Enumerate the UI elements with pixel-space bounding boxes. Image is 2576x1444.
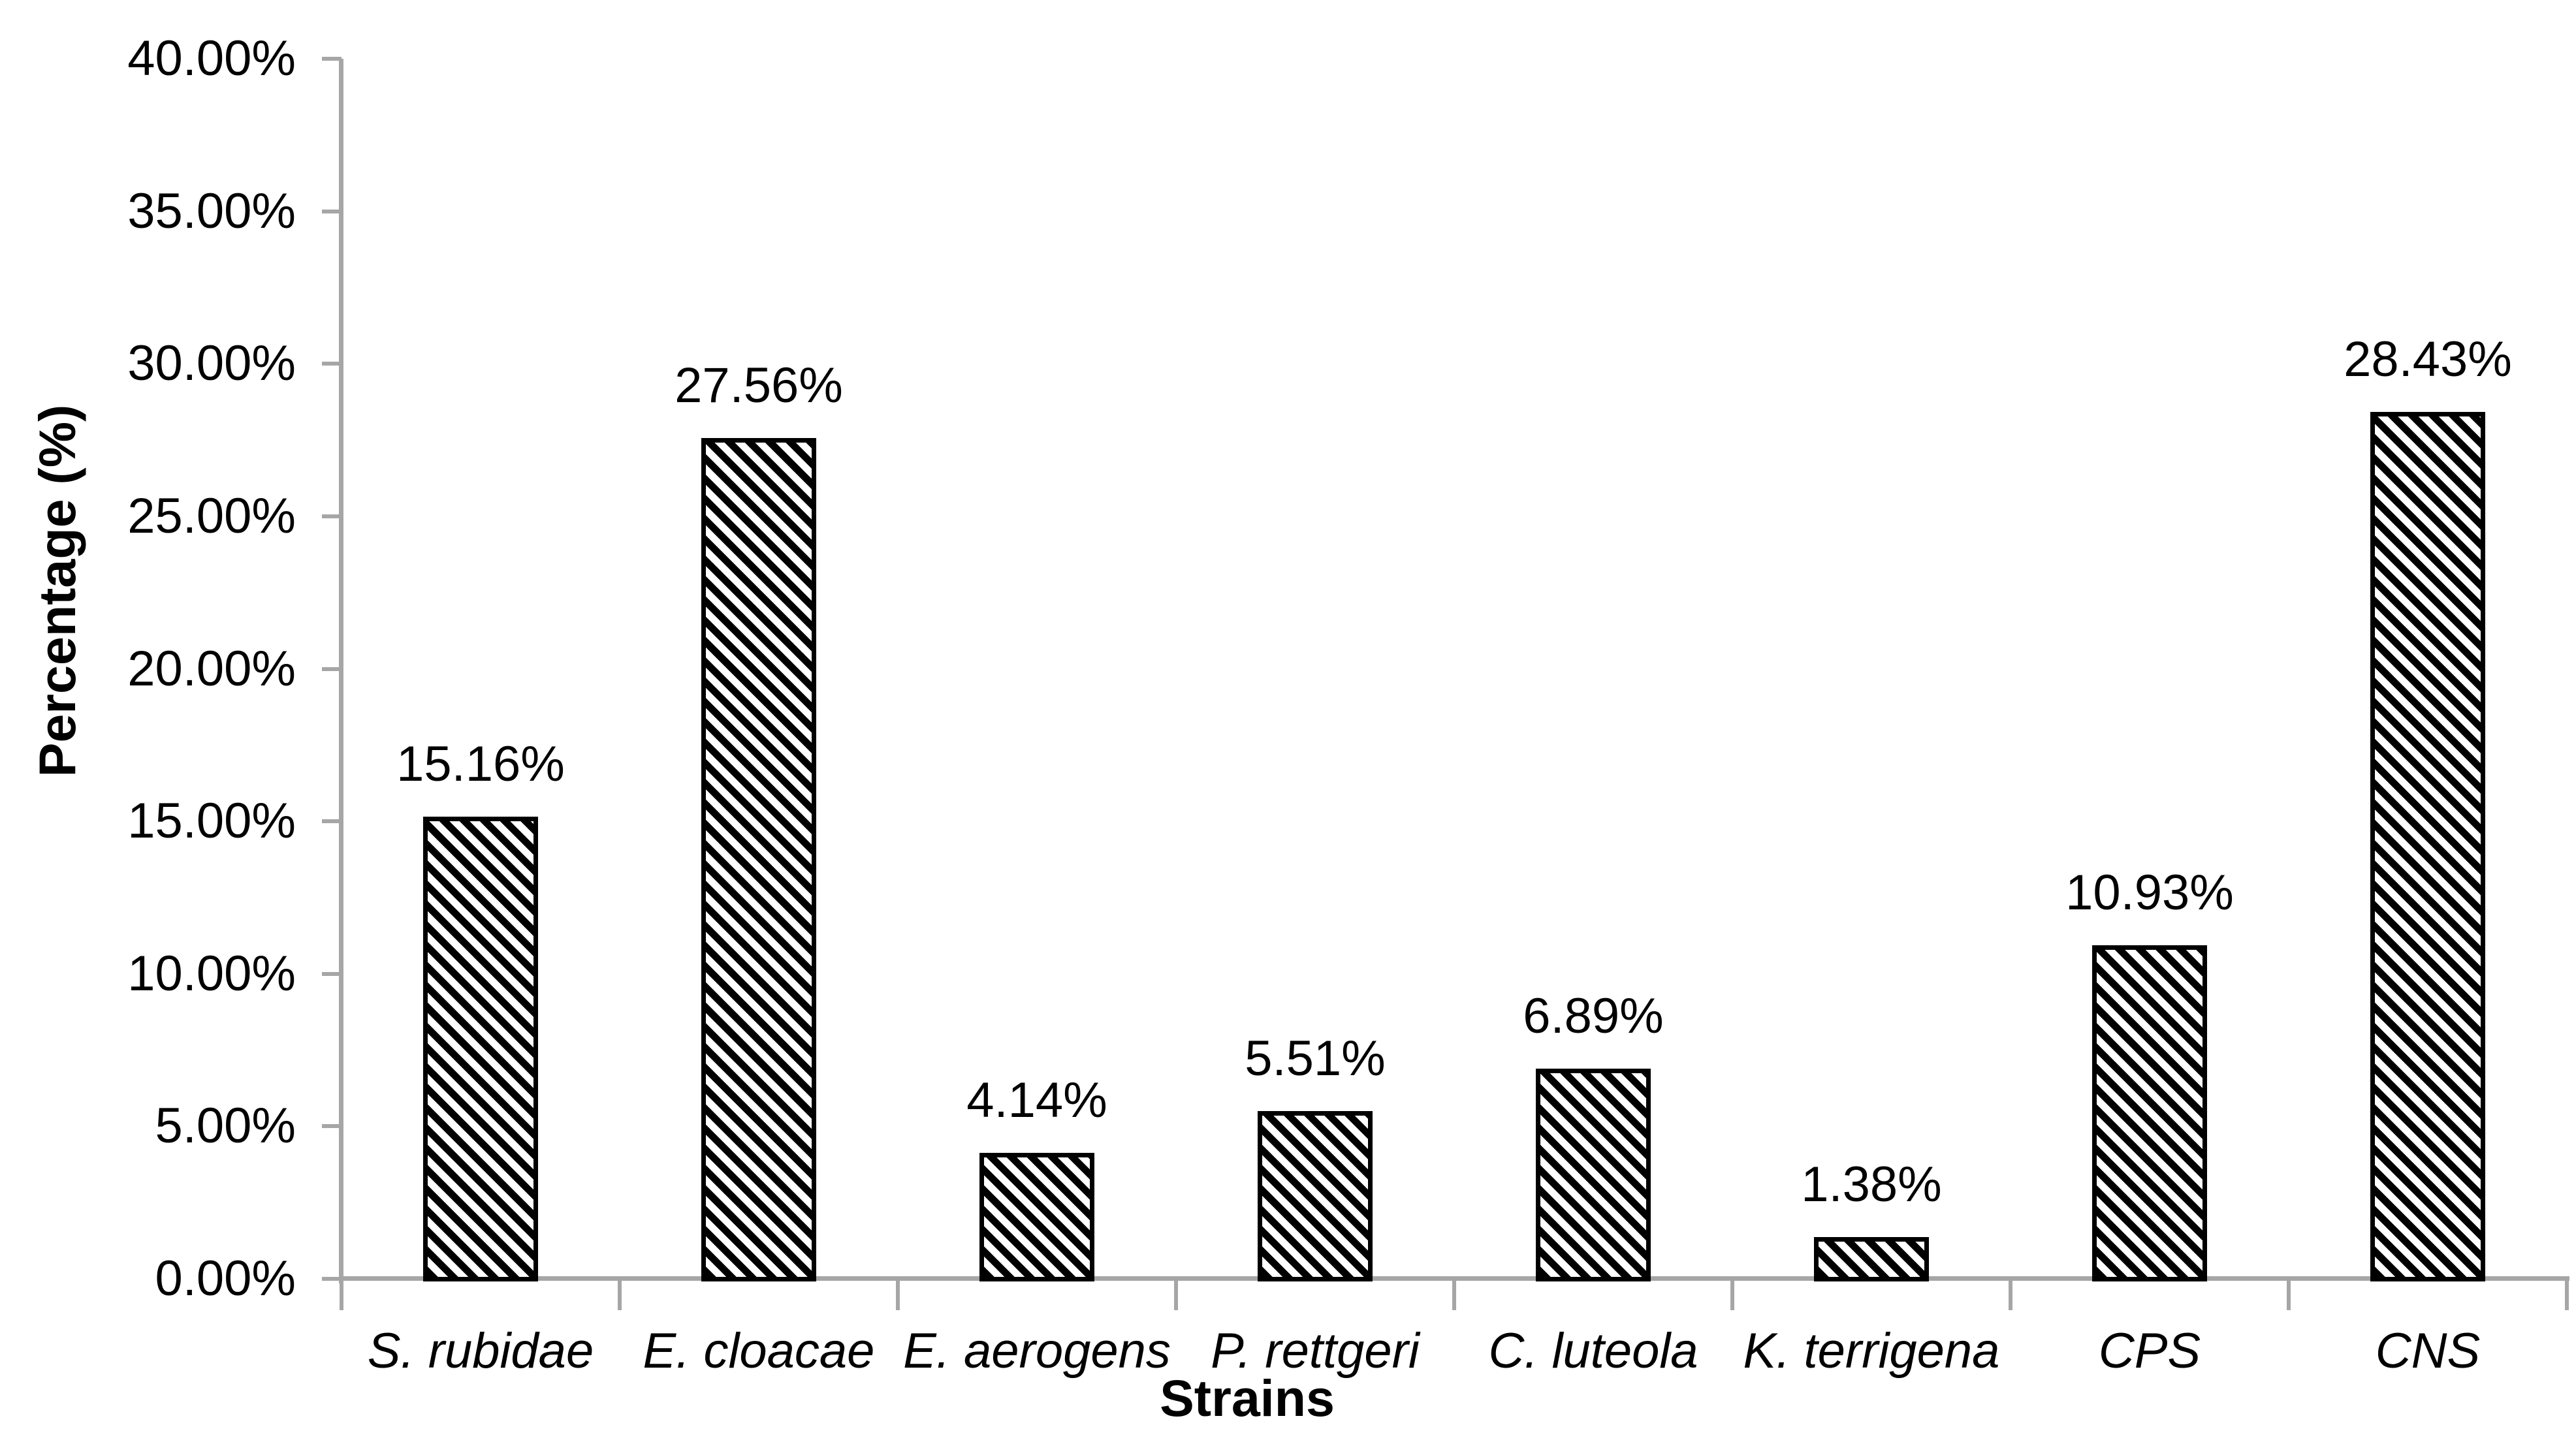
bar-value-label: 15.16% xyxy=(396,736,565,792)
y-axis-tick xyxy=(322,667,342,671)
x-axis-title: Strains xyxy=(1160,1369,1335,1427)
y-axis-tick xyxy=(322,972,342,976)
y-axis-tick-label: 20.00% xyxy=(127,641,296,697)
y-axis-tick xyxy=(322,1124,342,1128)
bar xyxy=(1536,1069,1651,1281)
x-axis-tick xyxy=(2565,1279,2569,1310)
y-axis-tick xyxy=(322,514,342,518)
x-axis-tick xyxy=(618,1279,622,1310)
y-axis-tick xyxy=(322,819,342,823)
y-axis-tick-label: 35.00% xyxy=(127,183,296,239)
bar xyxy=(2370,412,2485,1281)
y-axis-tick-label: 25.00% xyxy=(127,488,296,544)
x-axis-tick xyxy=(1174,1279,1178,1310)
category-label: CPS xyxy=(2098,1323,2201,1379)
x-axis-tick xyxy=(1452,1279,1456,1310)
y-axis-tick-label: 5.00% xyxy=(155,1098,296,1154)
bar xyxy=(2092,945,2207,1281)
bar xyxy=(1814,1237,1929,1281)
x-axis-tick xyxy=(2009,1279,2012,1310)
y-axis-tick-label: 30.00% xyxy=(127,336,296,391)
bar-value-label: 4.14% xyxy=(966,1073,1107,1128)
y-axis-tick-label: 40.00% xyxy=(127,31,296,86)
bar-value-label: 10.93% xyxy=(2065,865,2234,920)
bar-value-label: 6.89% xyxy=(1523,988,1664,1044)
y-axis-tick xyxy=(322,57,342,61)
bar xyxy=(1258,1111,1373,1281)
category-label: C. luteola xyxy=(1488,1323,1698,1379)
bar xyxy=(423,817,538,1281)
category-label: E. aerogens xyxy=(903,1323,1171,1379)
category-label: P. rettgeri xyxy=(1211,1323,1420,1379)
bar-value-label: 1.38% xyxy=(1801,1157,1942,1212)
y-axis-line xyxy=(339,59,343,1283)
bar xyxy=(979,1153,1094,1281)
y-axis-tick-label: 10.00% xyxy=(127,946,296,1001)
x-axis-tick xyxy=(340,1279,343,1310)
category-label: K. terrigena xyxy=(1743,1323,2000,1379)
x-axis-tick xyxy=(2287,1279,2291,1310)
y-axis-tick-label: 0.00% xyxy=(155,1251,296,1306)
y-axis-tick xyxy=(322,362,342,366)
bar-value-label: 5.51% xyxy=(1245,1031,1386,1086)
category-label: E. cloacae xyxy=(643,1323,875,1379)
y-axis-tick xyxy=(322,1277,342,1281)
x-axis-tick xyxy=(896,1279,900,1310)
x-axis-line xyxy=(339,1276,2569,1281)
x-axis-tick xyxy=(1730,1279,1734,1310)
bar-value-label: 27.56% xyxy=(675,358,843,413)
y-axis-tick xyxy=(322,210,342,213)
y-axis-title: Percentage (%) xyxy=(28,404,86,777)
bar xyxy=(701,438,816,1281)
bar-value-label: 28.43% xyxy=(2344,332,2512,387)
category-label: CNS xyxy=(2375,1323,2481,1379)
y-axis-tick-label: 15.00% xyxy=(127,793,296,849)
plot-area xyxy=(342,59,2567,1279)
category-label: S. rubidae xyxy=(367,1323,594,1379)
